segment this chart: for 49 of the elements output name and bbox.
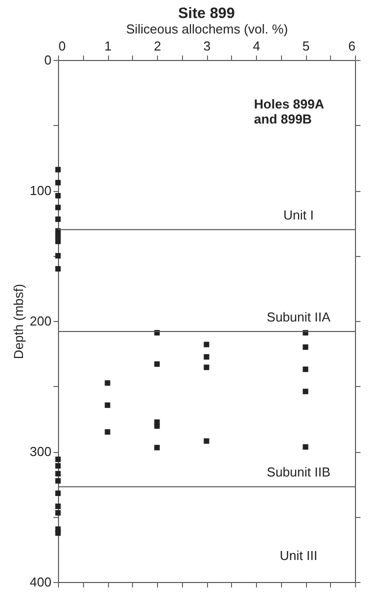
- point: [302, 366, 308, 372]
- point: [204, 354, 210, 360]
- point: [55, 510, 61, 516]
- x-tick-label: 5: [302, 38, 310, 54]
- y-axis-title: Depth (mbsf): [10, 284, 26, 360]
- annotation: Holes 899A and 899B: [254, 96, 325, 126]
- point: [55, 456, 61, 462]
- point: [55, 180, 61, 186]
- point: [55, 478, 61, 484]
- y-tick-label: 100: [30, 183, 52, 198]
- point: [154, 423, 160, 429]
- point: [104, 380, 110, 386]
- point: [55, 192, 61, 198]
- ref-line-label: Subunit IIA: [266, 309, 331, 324]
- y-tick-label: 0: [44, 52, 52, 68]
- point: [55, 166, 61, 172]
- y-tick-label: 400: [30, 574, 52, 590]
- annotation: Unit III: [280, 548, 318, 563]
- x-tick-label: 6: [348, 38, 356, 54]
- point: [55, 266, 61, 272]
- y-tick-label: 200: [30, 314, 52, 328]
- point: [55, 238, 61, 244]
- point: [204, 438, 210, 444]
- point: [154, 361, 160, 367]
- ref-line-label: Subunit IIB: [266, 464, 330, 480]
- point: [55, 530, 61, 536]
- point: [55, 504, 61, 510]
- point: [302, 444, 308, 450]
- x-tick-label: 3: [203, 38, 211, 54]
- ref-line-label: Unit I: [283, 208, 314, 223]
- chart-title: Site 899: [178, 5, 235, 22]
- point: [302, 344, 308, 350]
- point: [55, 204, 61, 210]
- x-tick-label: 1: [104, 38, 112, 54]
- point: [55, 253, 61, 258]
- y-tick-label: 300: [30, 444, 52, 459]
- point: [55, 216, 61, 222]
- point: [302, 388, 308, 394]
- x-tick-label: 0: [58, 38, 66, 54]
- point: [55, 463, 61, 469]
- point: [104, 429, 110, 435]
- x-tick-label: 4: [252, 38, 260, 54]
- point: [104, 402, 110, 408]
- x-axis-title: Siliceous allochems (vol. %): [126, 22, 288, 36]
- point: [55, 470, 61, 476]
- point: [55, 490, 61, 496]
- point: [204, 364, 210, 370]
- x-tick-label: 2: [154, 38, 162, 54]
- point: [154, 444, 160, 450]
